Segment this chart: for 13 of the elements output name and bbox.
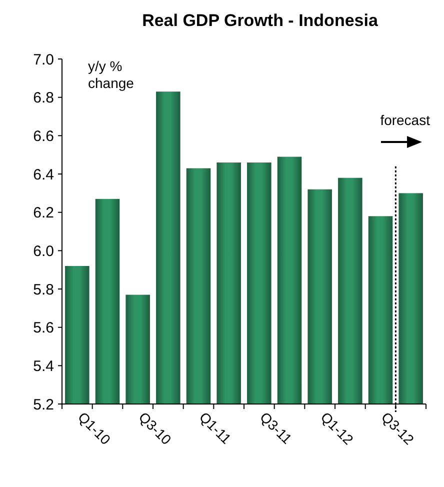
y-tick-label: 7.0 — [33, 51, 54, 68]
chart-title: Real GDP Growth - Indonesia — [142, 11, 378, 30]
y-tick-label: 5.6 — [33, 320, 54, 337]
y-tick-label: 6.6 — [33, 128, 54, 145]
y-tick-label: 5.2 — [33, 396, 54, 414]
annotation: forecast — [380, 112, 430, 128]
y-tick-label: 5.8 — [33, 281, 54, 298]
y-tick-label: 5.4 — [33, 358, 54, 375]
y-tick-label: 6.4 — [33, 166, 54, 184]
y-tick-label: 6.8 — [33, 90, 54, 107]
y-tick-label: 6.2 — [33, 204, 54, 222]
y-axis-title: y/y % change — [88, 58, 134, 91]
y-tick-label: 6.0 — [33, 242, 54, 260]
